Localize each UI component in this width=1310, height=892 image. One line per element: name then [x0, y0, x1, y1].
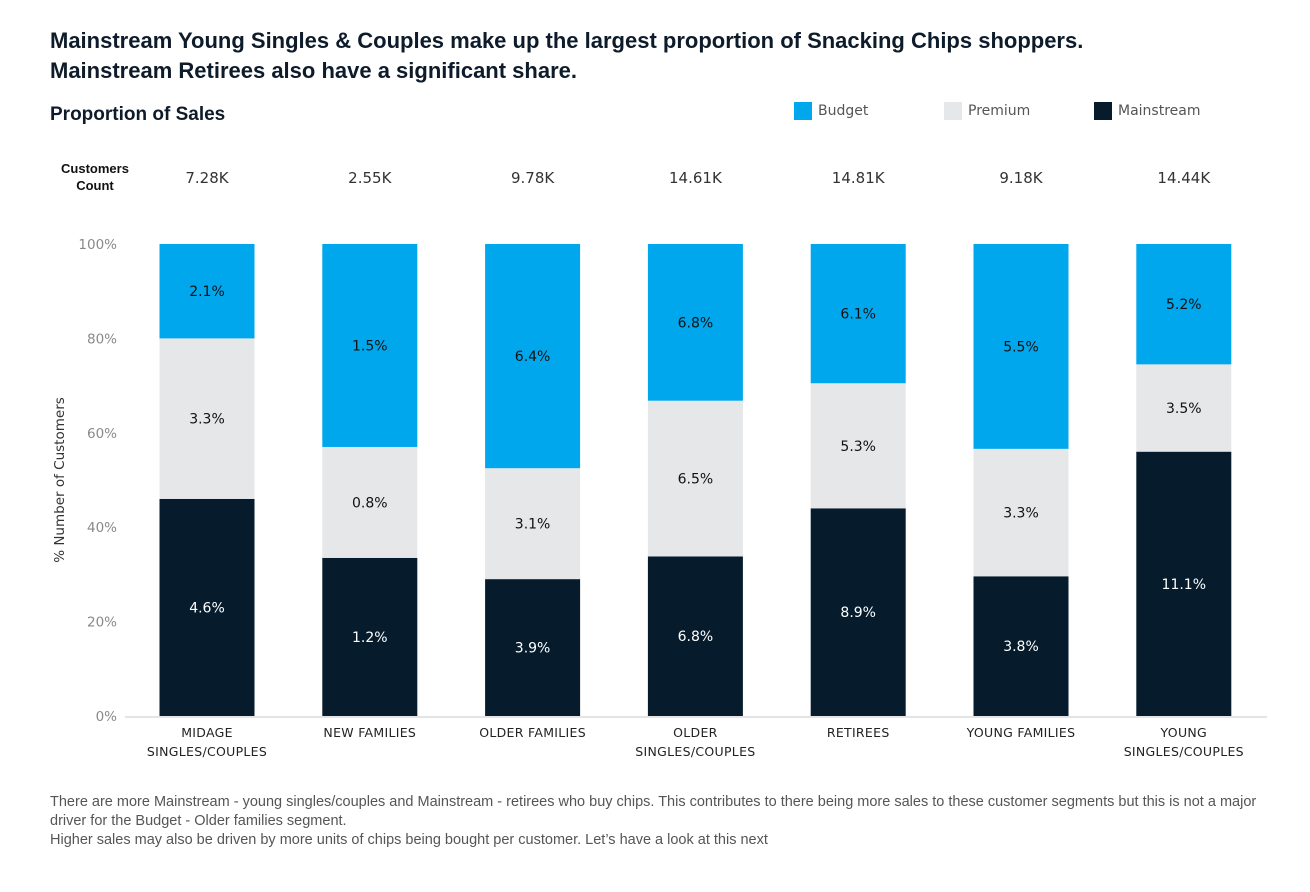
bar-segment-mainstream: [159, 498, 255, 716]
bar-segment-premium: [1136, 364, 1232, 452]
data-label-premium: 3.1%: [515, 517, 551, 533]
customers-count-value: 2.55K: [348, 169, 392, 187]
bar-segment-budget: [647, 244, 743, 401]
x-tick-label: SINGLES/COUPLES: [635, 744, 755, 759]
customers-count-value: 7.28K: [185, 169, 229, 187]
bar-segment-mainstream: [1136, 451, 1232, 716]
title-line-2: Mainstream Retirees also have a signific…: [50, 58, 578, 83]
x-tick-label: RETIREES: [827, 725, 890, 740]
y-tick-label: 60%: [87, 426, 117, 442]
chart-subtitle: Proportion of Sales: [50, 104, 226, 125]
legend-swatch-mainstream: [1094, 102, 1112, 120]
x-tick-label: MIDAGE: [181, 725, 233, 740]
bar-segment-premium: [322, 446, 418, 558]
x-tick-label: YOUNG FAMILIES: [966, 725, 1076, 740]
data-label-mainstream: 3.9%: [515, 641, 551, 657]
customers-count-header: Customers Count: [61, 161, 129, 193]
footnote-line-2: Higher sales may also be driven by more …: [50, 832, 768, 848]
bar-segment-premium: [973, 448, 1069, 577]
bar-segment-premium: [810, 383, 906, 509]
y-tick-label: 20%: [87, 615, 117, 631]
customers-count-value: 14.61K: [669, 169, 723, 187]
x-tick-label: OLDER FAMILIES: [479, 725, 586, 740]
data-label-budget: 5.2%: [1166, 297, 1202, 313]
data-label-budget: 2.1%: [189, 284, 225, 300]
data-label-budget: 6.8%: [678, 315, 714, 331]
data-label-premium: 0.8%: [352, 495, 388, 511]
customers-count-value: 9.78K: [511, 169, 555, 187]
x-tick-label: SINGLES/COUPLES: [1124, 744, 1244, 759]
data-label-mainstream: 6.8%: [678, 629, 714, 645]
data-label-mainstream: 1.2%: [352, 630, 388, 646]
bar-segment-mainstream: [647, 556, 743, 716]
x-tick-label: YOUNG: [1160, 725, 1207, 740]
bar-segment-budget: [973, 244, 1069, 449]
legend-label-mainstream: Mainstream: [1118, 103, 1201, 119]
y-tick-label: 100%: [78, 237, 117, 253]
bar-segment-mainstream: [973, 576, 1069, 716]
bar-segment-budget: [322, 244, 418, 447]
bar-segment-budget: [159, 244, 255, 339]
data-label-budget: 6.4%: [515, 349, 551, 365]
data-label-mainstream: 4.6%: [189, 600, 225, 616]
bar-segment-premium: [647, 400, 743, 557]
y-tick-label: 0%: [96, 709, 118, 725]
data-label-budget: 6.1%: [840, 307, 876, 323]
bar-segment-mainstream: [810, 508, 906, 716]
footnote-line-1: There are more Mainstream - young single…: [50, 794, 1257, 829]
x-tick-label: NEW FAMILIES: [323, 725, 416, 740]
bar-segment-budget: [1136, 244, 1232, 365]
bar-segment-budget: [810, 244, 906, 384]
customers-count-value: 14.81K: [832, 169, 886, 187]
legend-label-budget: Budget: [818, 103, 869, 119]
x-tick-label: SINGLES/COUPLES: [147, 744, 267, 759]
bar-segment-premium: [159, 338, 255, 499]
y-tick-label: 80%: [87, 331, 117, 347]
legend-swatch-budget: [794, 102, 812, 120]
title-line-1: Mainstream Young Singles & Couples make …: [50, 28, 1084, 53]
x-tick-label: OLDER: [673, 725, 718, 740]
bar-segment-mainstream: [485, 579, 581, 716]
data-label-mainstream: 8.9%: [840, 605, 876, 621]
legend-swatch-premium: [944, 102, 962, 120]
data-label-premium: 6.5%: [678, 472, 714, 488]
data-label-premium: 3.3%: [189, 412, 225, 428]
data-label-premium: 5.3%: [840, 439, 876, 455]
y-tick-label: 40%: [87, 520, 117, 536]
data-label-mainstream: 11.1%: [1162, 577, 1206, 593]
bar-segment-mainstream: [322, 557, 418, 716]
data-label-premium: 3.5%: [1166, 401, 1202, 417]
data-label-budget: 1.5%: [352, 338, 388, 354]
data-label-mainstream: 3.8%: [1003, 639, 1039, 655]
y-axis-title: % Number of Customers: [52, 397, 68, 563]
bar-segment-premium: [485, 468, 581, 580]
customers-count-value: 9.18K: [999, 169, 1043, 187]
legend-label-premium: Premium: [968, 103, 1031, 119]
data-label-budget: 5.5%: [1003, 339, 1039, 355]
chart-title: Mainstream Young Singles & Couples make …: [50, 26, 1270, 86]
customers-count-value: 14.44K: [1157, 169, 1211, 187]
footnote: There are more Mainstream - young single…: [50, 793, 1270, 850]
bar-segment-budget: [485, 244, 581, 469]
data-label-premium: 3.3%: [1003, 506, 1039, 522]
